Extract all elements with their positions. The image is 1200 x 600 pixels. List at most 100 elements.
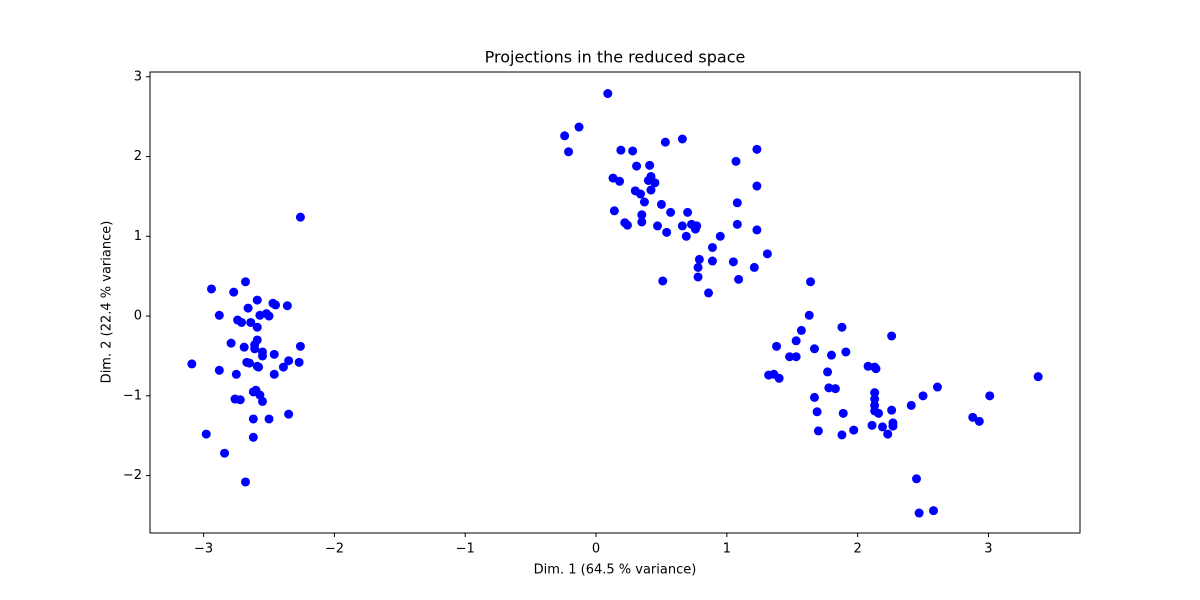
point xyxy=(636,189,646,199)
point xyxy=(704,288,714,298)
point xyxy=(1033,372,1043,382)
point xyxy=(830,384,840,394)
point xyxy=(914,508,924,518)
point xyxy=(564,147,574,157)
x-tick-label: −2 xyxy=(325,542,344,557)
point xyxy=(812,407,822,417)
y-tick-label: 1 xyxy=(134,229,142,244)
x-tick-label: 2 xyxy=(853,542,861,557)
point xyxy=(229,287,239,297)
point xyxy=(692,221,702,231)
point xyxy=(752,144,762,154)
point xyxy=(214,365,224,375)
point xyxy=(637,217,647,227)
point xyxy=(645,160,655,170)
point xyxy=(785,352,795,362)
point xyxy=(877,422,887,432)
point xyxy=(870,394,880,404)
point xyxy=(235,395,245,405)
point xyxy=(632,161,642,171)
point xyxy=(693,262,703,272)
point xyxy=(732,198,742,208)
point xyxy=(653,221,663,231)
point xyxy=(603,89,613,99)
chart-title: Projections in the reduced space xyxy=(485,48,746,67)
point xyxy=(214,310,224,320)
point xyxy=(616,145,626,155)
point xyxy=(658,276,668,286)
point xyxy=(271,300,281,310)
point xyxy=(791,352,801,362)
point xyxy=(841,347,851,357)
point xyxy=(887,331,897,341)
point xyxy=(240,477,250,487)
point xyxy=(707,256,717,266)
point xyxy=(849,425,859,435)
y-tick-label: −2 xyxy=(123,468,142,483)
point xyxy=(824,383,834,393)
y-tick-label: −1 xyxy=(123,388,142,403)
x-tick-label: 0 xyxy=(592,542,600,557)
point xyxy=(804,310,814,320)
point xyxy=(929,506,939,516)
point xyxy=(609,206,619,216)
point xyxy=(749,262,759,272)
point xyxy=(282,301,292,311)
point xyxy=(269,369,279,379)
point xyxy=(906,400,916,410)
point xyxy=(560,131,570,141)
point xyxy=(870,388,880,398)
x-tick-label: 1 xyxy=(723,542,731,557)
point xyxy=(201,429,211,439)
x-tick-label: 3 xyxy=(984,542,992,557)
point xyxy=(883,429,893,439)
point xyxy=(809,392,819,402)
point xyxy=(231,369,241,379)
point xyxy=(728,257,738,267)
point xyxy=(646,185,656,195)
point xyxy=(677,221,687,231)
point xyxy=(772,341,782,351)
point xyxy=(244,358,254,368)
point xyxy=(187,359,197,369)
point xyxy=(295,341,305,351)
point xyxy=(615,176,625,186)
point xyxy=(252,295,262,305)
point xyxy=(813,426,823,436)
point xyxy=(650,178,660,188)
point xyxy=(796,325,806,335)
point xyxy=(752,225,762,235)
y-axis-label: Dim. 2 (22.4 % variance) xyxy=(100,221,115,384)
point xyxy=(237,317,247,327)
point xyxy=(284,356,294,366)
point xyxy=(715,231,725,241)
point xyxy=(254,362,264,372)
point xyxy=(732,219,742,229)
point xyxy=(867,420,877,430)
point xyxy=(622,220,632,230)
point xyxy=(656,199,666,209)
point xyxy=(660,137,670,147)
point xyxy=(683,207,693,217)
point xyxy=(248,414,258,424)
point xyxy=(248,432,258,442)
x-tick-label: −3 xyxy=(194,542,213,557)
point xyxy=(239,342,249,352)
point xyxy=(932,382,942,392)
point xyxy=(823,367,833,377)
point xyxy=(246,317,256,327)
point xyxy=(628,146,638,156)
point xyxy=(264,311,274,321)
point xyxy=(762,249,772,259)
point xyxy=(707,242,717,252)
point xyxy=(226,338,236,348)
point xyxy=(269,349,279,359)
point xyxy=(639,197,649,207)
x-tick-label: −1 xyxy=(456,542,475,557)
point xyxy=(752,181,762,191)
point xyxy=(693,272,703,282)
point xyxy=(826,350,836,360)
